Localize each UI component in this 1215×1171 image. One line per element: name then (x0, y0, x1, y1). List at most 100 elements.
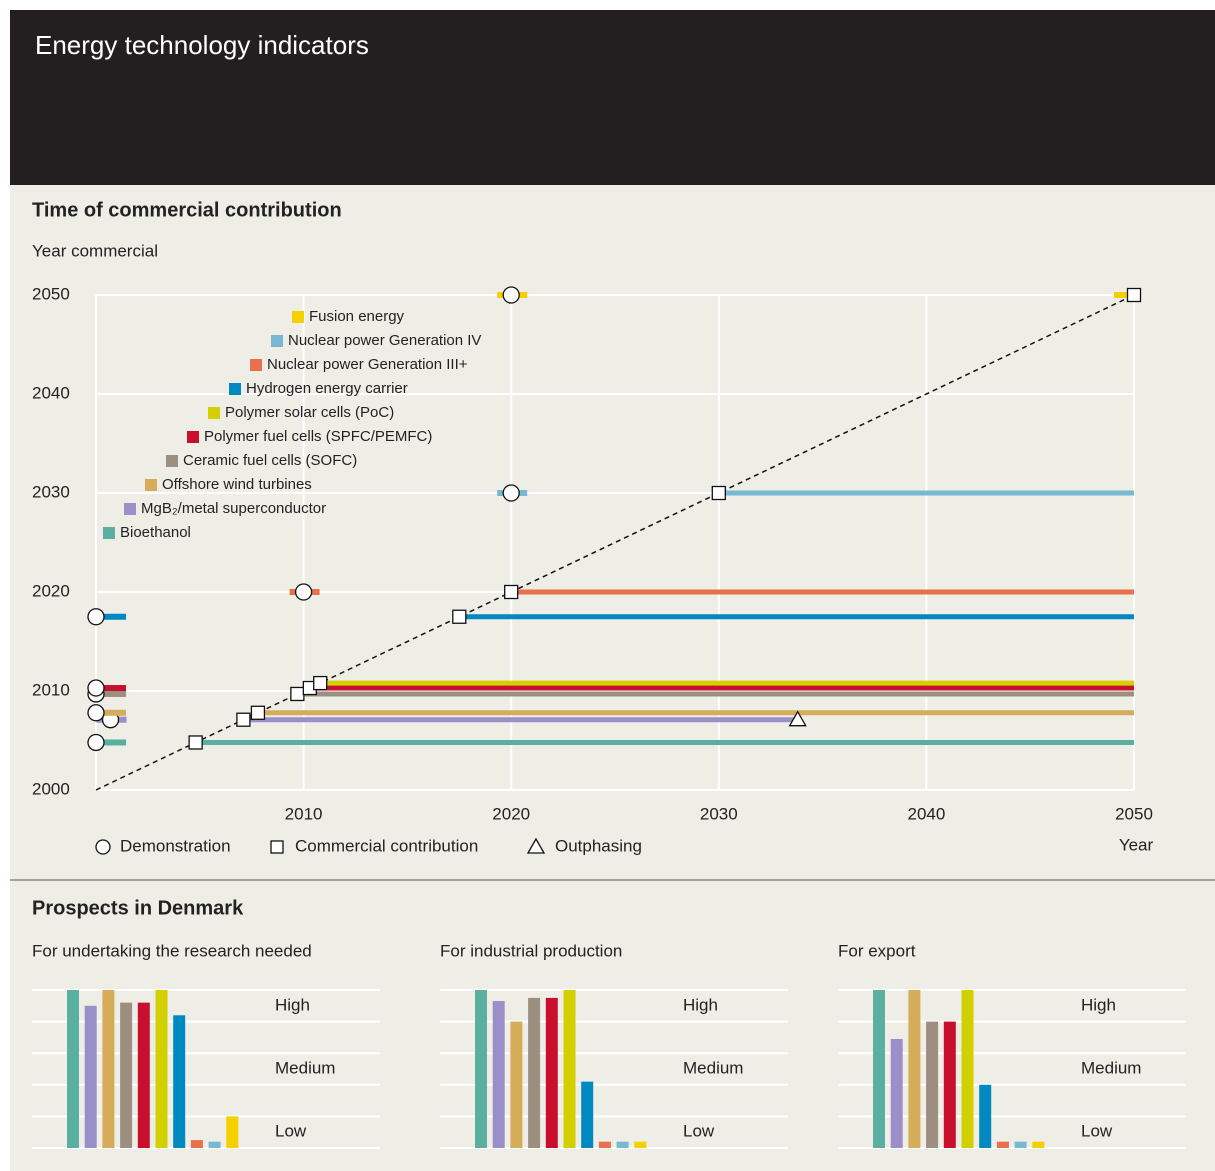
commercial-marker (188, 735, 203, 750)
level-label: Low (683, 1122, 715, 1141)
bar (545, 997, 558, 1148)
demonstration-marker (87, 608, 105, 626)
bar (996, 1141, 1009, 1148)
demonstration-tag (96, 709, 126, 716)
header-title: Energy technology indicators (35, 30, 369, 60)
legend-label: Hydrogen energy carrier (246, 380, 408, 397)
y-tick-label: 2030 (32, 482, 70, 501)
x-tick-label: 2040 (907, 804, 945, 823)
panel-title: For export (838, 941, 916, 960)
bar (226, 1116, 239, 1148)
bar (979, 1084, 992, 1148)
legend-swatch (271, 335, 283, 347)
bar (890, 1038, 903, 1148)
legend-swatch (103, 527, 115, 539)
bar (961, 990, 974, 1148)
demonstration-tag (96, 613, 126, 620)
commercial-marker (290, 686, 305, 702)
legend-swatch (229, 383, 241, 395)
level-label: Medium (275, 1058, 335, 1077)
legend-label: Outphasing (555, 836, 642, 855)
legend-label: Polymer solar cells (PoC) (225, 404, 394, 421)
bar (173, 1015, 186, 1148)
level-label: High (1081, 995, 1116, 1014)
x-axis-label: Year (1119, 835, 1154, 854)
bar (102, 990, 115, 1148)
section-title: Prospects in Denmark (32, 897, 244, 919)
legend-swatch (292, 311, 304, 323)
bar (67, 990, 79, 1148)
commercial-tag (1114, 292, 1134, 298)
y-tick-label: 2040 (32, 383, 70, 402)
level-label: High (275, 995, 310, 1014)
level-label: High (683, 995, 718, 1014)
legend-swatch (166, 455, 178, 467)
bar (1032, 1141, 1045, 1148)
commercial-marker (250, 705, 266, 720)
legend-swatch (145, 479, 157, 491)
bar (84, 1005, 97, 1148)
commercial-marker (236, 712, 251, 727)
legend-label: Demonstration (120, 836, 231, 855)
legend-label: Bioethanol (120, 524, 191, 541)
bar (908, 990, 921, 1148)
demonstration-tag (96, 739, 126, 746)
diagonal (95, 294, 1135, 791)
panel-title: For industrial production (440, 941, 622, 960)
bar (492, 1001, 505, 1148)
bar (137, 1002, 150, 1148)
level-label: Low (1081, 1122, 1113, 1141)
demonstration-marker (502, 484, 520, 502)
x-tick-label: 2020 (492, 804, 530, 823)
bar (926, 1021, 939, 1148)
legend-label: Nuclear power Generation IV (288, 332, 481, 349)
y-tick-label: 2020 (32, 581, 70, 600)
demonstration-marker (87, 679, 105, 697)
y-axis-label: Year commercial (32, 241, 158, 260)
chart-title: Time of commercial contribution (32, 199, 342, 221)
level-label: Low (275, 1122, 307, 1141)
legend-swatch (250, 359, 262, 371)
bar (475, 990, 487, 1148)
bar (563, 990, 576, 1148)
bar (634, 1141, 647, 1148)
bar (616, 1141, 629, 1148)
x-tick-label: 2030 (700, 804, 738, 823)
legend-label: MgB₂/metal superconductor (141, 500, 326, 517)
legend-label: Ceramic fuel cells (SOFC) (183, 452, 357, 469)
legend-label: Fusion energy (309, 308, 405, 325)
bar (581, 1081, 594, 1148)
x-tick-label: 2010 (285, 804, 323, 823)
bar (873, 990, 885, 1148)
legend-swatch (124, 503, 136, 515)
demonstration-marker (502, 286, 520, 304)
demonstration-tag (96, 685, 126, 692)
level-label: Medium (683, 1058, 743, 1077)
commercial-marker (313, 675, 328, 691)
commercial-marker (504, 584, 519, 600)
legend-label: Polymer fuel cells (SPFC/PEMFC) (204, 428, 432, 445)
bar (208, 1141, 221, 1148)
demonstration-marker (294, 583, 313, 601)
legend-swatch (187, 431, 199, 443)
panel-title: For undertaking the research needed (32, 941, 312, 960)
bar (598, 1141, 611, 1148)
legend-icon (95, 839, 111, 855)
commercial-marker (711, 485, 726, 501)
bar (943, 1021, 956, 1148)
legend-icon (270, 840, 284, 854)
header-band (10, 10, 1215, 185)
commercial-marker (1126, 287, 1142, 303)
legend-label: Offshore wind turbines (162, 476, 312, 493)
legend-swatch (208, 407, 220, 419)
x-tick-label: 2050 (1115, 804, 1153, 823)
demonstration-tag (96, 690, 126, 697)
demonstration-marker (87, 733, 105, 752)
legend-icon (526, 837, 546, 854)
bar (510, 1021, 523, 1148)
y-tick-label: 2000 (32, 779, 70, 798)
level-label: Medium (1081, 1058, 1141, 1077)
legend-label: Nuclear power Generation III+ (267, 356, 468, 373)
commercial-marker (452, 609, 467, 624)
